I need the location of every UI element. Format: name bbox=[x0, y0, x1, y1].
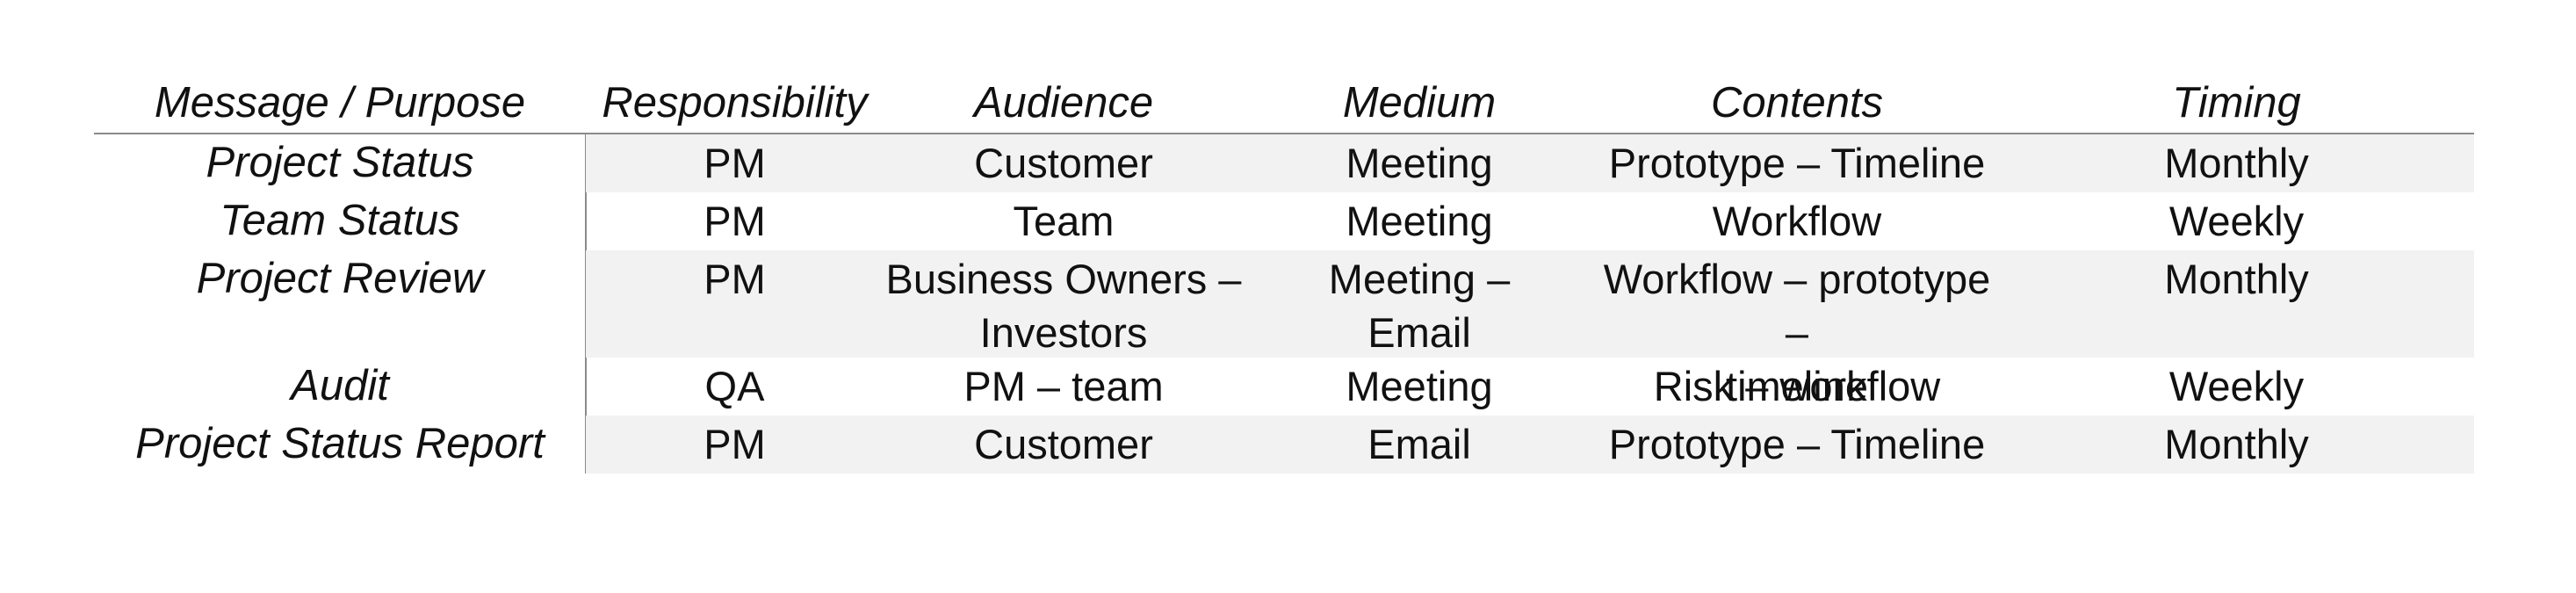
table-body: Project Status PM Customer Meeting Proto… bbox=[94, 134, 2474, 474]
cell-contents: Workflow – prototype – timeline bbox=[1595, 252, 1999, 413]
cell-contents: Workflow bbox=[1712, 198, 1882, 244]
table-row: Project Review PM Business Owners – Inve… bbox=[94, 250, 2474, 409]
cell-contents: Risk – workflow bbox=[1653, 363, 1941, 409]
cell-medium: Meeting bbox=[1346, 363, 1493, 409]
table-row: Project Status PM Customer Meeting Proto… bbox=[94, 134, 2474, 192]
header-message-purpose: Message / Purpose bbox=[154, 79, 526, 127]
cell-contents-line: Workflow – prototype – bbox=[1603, 256, 1991, 356]
header-medium: Medium bbox=[1342, 79, 1497, 127]
cell-audience: Team bbox=[1013, 198, 1115, 244]
table-row: Team Status PM Team Meeting Workflow Wee… bbox=[94, 192, 2474, 250]
cell-audience: Business Owners – Investors bbox=[884, 252, 1244, 359]
cell-medium: Email bbox=[1367, 421, 1471, 467]
cell-timing: Weekly bbox=[2168, 198, 2305, 244]
cell-audience: Customer bbox=[974, 140, 1153, 186]
table-header-row: Message / Purpose Responsibility Audienc… bbox=[94, 70, 2474, 134]
row-shading bbox=[586, 250, 2474, 358]
header-contents: Contents bbox=[1710, 79, 1884, 127]
cell-responsibility: QA bbox=[704, 363, 765, 409]
cell-medium-line: Email bbox=[1367, 309, 1471, 356]
cell-responsibility: PM bbox=[704, 198, 766, 244]
cell-medium: Meeting – Email bbox=[1244, 252, 1595, 359]
cell-timing: Weekly bbox=[2168, 363, 2305, 409]
cell-audience: PM – team bbox=[963, 363, 1164, 409]
cell-purpose: Project Review bbox=[196, 255, 484, 302]
cell-contents-line: timeline bbox=[1726, 363, 1868, 409]
header-audience: Audience bbox=[973, 79, 1154, 127]
cell-purpose: Project Status bbox=[206, 139, 474, 186]
cell-medium: Meeting bbox=[1346, 198, 1493, 244]
cell-audience: Customer bbox=[974, 421, 1153, 467]
cell-responsibility: PM bbox=[704, 256, 766, 302]
cell-contents: Prototype – Timeline bbox=[1608, 421, 1986, 467]
cell-purpose: Audit bbox=[291, 362, 389, 409]
cell-purpose: Project Status Report bbox=[135, 420, 545, 467]
cell-audience-line: Business Owners – bbox=[885, 256, 1242, 302]
cell-purpose: Team Status bbox=[220, 197, 460, 244]
row-shading bbox=[586, 134, 2474, 192]
cell-responsibility: PM bbox=[704, 140, 766, 186]
table-row: Project Status Report PM Customer Email … bbox=[94, 416, 2474, 474]
cell-audience-line: Investors bbox=[979, 309, 1148, 356]
cell-medium: Meeting bbox=[1346, 140, 1493, 186]
cell-responsibility: PM bbox=[704, 421, 766, 467]
cell-medium-line: Meeting – bbox=[1328, 256, 1511, 302]
header-responsibility: Responsibility bbox=[602, 79, 868, 127]
communication-plan-table: Message / Purpose Responsibility Audienc… bbox=[94, 70, 2474, 474]
cell-timing: Monthly bbox=[2164, 421, 2309, 467]
cell-contents: Prototype – Timeline bbox=[1608, 140, 1986, 186]
cell-timing: Monthly bbox=[2164, 140, 2309, 186]
table-row: Audit QA PM – team Meeting Risk – workfl… bbox=[94, 358, 2474, 416]
header-timing: Timing bbox=[2172, 79, 2301, 127]
cell-timing: Monthly bbox=[2164, 256, 2309, 302]
row-shading bbox=[586, 416, 2474, 474]
